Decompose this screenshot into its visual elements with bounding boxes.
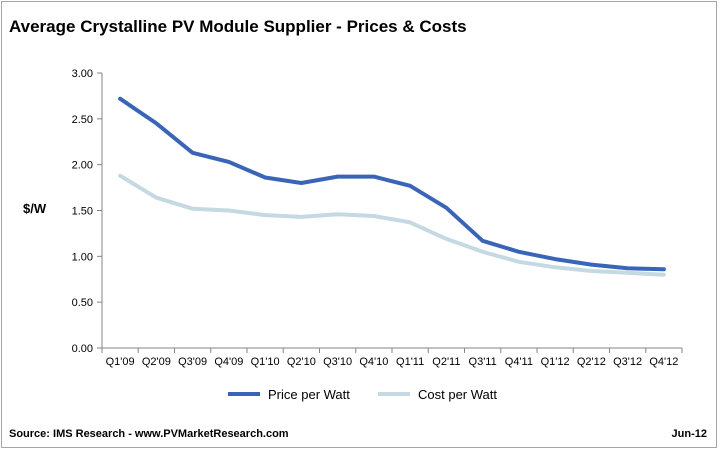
x-tick-label: Q1'11 xyxy=(396,356,424,368)
x-tick-label: Q1'09 xyxy=(106,356,135,368)
x-tick-label: Q4'11 xyxy=(505,356,533,368)
y-tick-label: 3.00 xyxy=(72,68,93,80)
series-line-price-per-watt xyxy=(118,96,666,272)
x-tick-label: Q3'12 xyxy=(613,356,642,368)
y-tick-label: 0.00 xyxy=(72,343,93,355)
legend-label: Price per Watt xyxy=(268,387,350,402)
x-tick-label: Q2'10 xyxy=(287,356,316,368)
legend: Price per Watt Cost per Watt xyxy=(228,387,497,402)
date-note: Jun-12 xyxy=(671,428,707,440)
y-axis: 0.00 0.50 1.00 1.50 2.00 2.50 3.00 xyxy=(72,68,103,355)
y-tick-label: 1.50 xyxy=(72,206,93,218)
x-tick-label: Q4'12 xyxy=(649,356,678,368)
x-tick-label: Q1'12 xyxy=(541,356,570,368)
x-tick-label: Q2'09 xyxy=(142,356,171,368)
x-axis: Q1'09 Q2'09 Q3'09 Q4'09 Q1'10 Q2'10 Q3'10 Q4'10… xyxy=(101,347,683,368)
y-tick-label: 2.00 xyxy=(72,160,93,172)
x-tick-label: Q2'12 xyxy=(577,356,606,368)
chart-title: Average Crystalline PV Module Supplier -… xyxy=(9,17,467,36)
x-tick-label: Q4'09 xyxy=(214,356,243,368)
y-tick-label: 2.50 xyxy=(72,114,93,126)
source-note: Source: IMS Research - www.PVMarketResea… xyxy=(9,428,289,440)
series-lines xyxy=(118,96,666,277)
legend-label: Cost per Watt xyxy=(418,387,497,402)
x-tick-label: Q3'10 xyxy=(323,356,352,368)
x-tick-label: Q3'11 xyxy=(469,356,497,368)
x-tick-label: Q4'10 xyxy=(359,356,388,368)
y-axis-label: $/W xyxy=(23,201,47,216)
series-line-cost-per-watt xyxy=(118,173,666,277)
y-tick-label: 0.50 xyxy=(72,297,93,309)
y-tick-label: 1.00 xyxy=(72,251,93,263)
x-tick-label: Q3'09 xyxy=(178,356,207,368)
x-tick-label: Q1'10 xyxy=(251,356,280,368)
x-tick-label: Q2'11 xyxy=(432,356,460,368)
